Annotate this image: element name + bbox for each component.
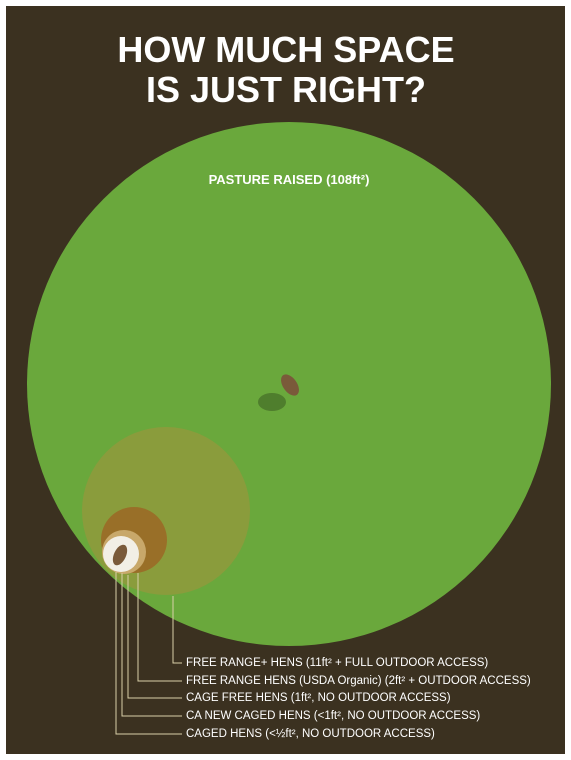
hen	[281, 374, 299, 396]
title-line: HOW MUCH SPACE	[117, 29, 454, 70]
legend-label: CAGED HENS (<½ft², NO OUTDOOR ACCESS)	[186, 728, 435, 740]
leader-line	[172, 596, 182, 664]
hen-shadow	[258, 393, 286, 411]
legend-label: FREE RANGE+ HENS (11ft² + FULL OUTDOOR A…	[186, 657, 488, 669]
title-line: IS JUST RIGHT?	[146, 69, 426, 110]
leader-line	[137, 573, 182, 682]
pasture-label: PASTURE RAISED (108ft²)	[209, 172, 370, 187]
legend-label: CA NEW CAGED HENS (<1ft², NO OUTDOOR ACC…	[186, 710, 480, 722]
hen	[112, 544, 128, 566]
leader-line	[115, 572, 182, 735]
legend-label: CAGE FREE HENS (1ft², NO OUTDOOR ACCESS)	[186, 692, 451, 704]
leader-line	[121, 573, 182, 717]
leader-line	[127, 575, 182, 699]
legend-label: FREE RANGE HENS (USDA Organic) (2ft² + O…	[186, 675, 531, 687]
free-range-plus-circle	[82, 427, 250, 595]
